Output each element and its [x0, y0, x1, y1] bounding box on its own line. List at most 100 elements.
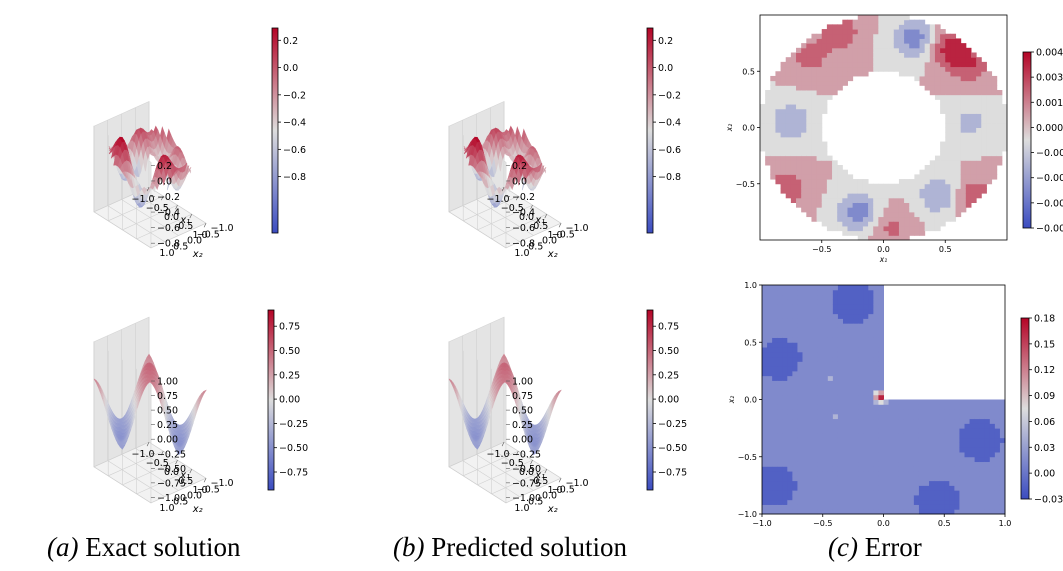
- contour-cell: [817, 475, 824, 482]
- contour-cell: [770, 94, 776, 100]
- contour-cell: [970, 160, 977, 166]
- contour-cell: [929, 480, 935, 486]
- contour-cell: [811, 169, 818, 175]
- contour-cell: [913, 404, 920, 410]
- contour-cell: [965, 57, 972, 63]
- contour-cell: [960, 193, 967, 199]
- colorbar-tick-label: 0.25: [658, 370, 679, 381]
- contour-cell: [924, 211, 931, 218]
- contour-cell: [796, 193, 802, 199]
- contour-cell: [918, 399, 925, 405]
- contour-cell: [782, 308, 788, 315]
- contour-cell: [883, 38, 890, 44]
- contour-cell: [837, 347, 844, 353]
- contour-cell: [801, 174, 807, 180]
- contour-cell: [903, 466, 910, 472]
- contour-cell: [767, 285, 773, 291]
- contour-cell: [817, 304, 824, 310]
- contour-cell: [883, 15, 890, 21]
- contour-cell: [817, 361, 824, 367]
- contour-cell: [842, 19, 848, 25]
- contour-cell: [842, 169, 848, 175]
- z-tick-label: −0.25: [157, 449, 186, 460]
- contour-cell: [898, 466, 905, 472]
- contour-cell: [816, 216, 823, 222]
- contour-cell: [806, 141, 812, 147]
- contour-cell: [816, 141, 823, 147]
- contour-cell: [811, 43, 818, 49]
- contour-cell: [929, 504, 935, 510]
- contour-cell: [929, 437, 935, 443]
- contour-cell: [832, 475, 839, 482]
- contour-cell: [909, 43, 915, 49]
- contour-cell: [893, 19, 900, 25]
- contour-cell: [777, 447, 783, 453]
- contour-cell: [945, 122, 951, 128]
- contour-cell: [858, 437, 864, 443]
- contour-cell: [765, 108, 771, 114]
- contour-cell: [853, 370, 859, 377]
- contour-cell: [853, 385, 859, 391]
- contour-cell: [944, 418, 950, 424]
- contour-cell: [908, 451, 915, 458]
- contour-cell: [843, 451, 849, 458]
- contour-cell: [868, 197, 874, 203]
- contour-cell: [780, 150, 787, 157]
- contour-cell: [950, 179, 957, 185]
- contour-cell: [827, 447, 834, 453]
- contour-cell: [787, 304, 793, 310]
- contour-cell: [908, 475, 915, 482]
- contour-cell: [775, 136, 782, 143]
- contour-cell: [848, 461, 854, 467]
- contour-cell: [832, 285, 839, 291]
- contour-cell: [807, 456, 814, 463]
- contour-cell: [797, 442, 803, 448]
- contour-cell: [986, 150, 993, 157]
- contour-cell: [785, 61, 792, 68]
- contour-cell: [842, 225, 848, 232]
- contour-cell: [893, 216, 900, 222]
- contour-cell: [816, 90, 823, 96]
- contour-cell: [812, 304, 819, 310]
- contour-cell: [807, 294, 814, 300]
- colorbar-tick-label: 0.25: [279, 370, 300, 381]
- contour-cell: [837, 447, 844, 453]
- contour-cell: [790, 90, 797, 96]
- contour-cell: [765, 113, 771, 119]
- contour-cell: [873, 337, 879, 343]
- contour-cell: [832, 442, 839, 448]
- contour-cell: [918, 471, 925, 477]
- contour-cell: [863, 499, 869, 505]
- contour-cell: [848, 471, 854, 477]
- contour-cell: [991, 99, 998, 105]
- contour-cell: [970, 141, 977, 147]
- contour-cell: [762, 323, 768, 329]
- contour-cell: [797, 475, 803, 482]
- contour-cell: [837, 323, 844, 329]
- contour-cell: [777, 437, 783, 443]
- contour-cell: [853, 361, 859, 367]
- contour-cell: [955, 43, 962, 49]
- contour-cell: [806, 90, 812, 96]
- contour-cell: [848, 394, 854, 400]
- contour-cell: [863, 447, 869, 453]
- contour-cell: [924, 47, 931, 53]
- contour-cell: [940, 146, 946, 152]
- contour-cell: [944, 480, 950, 486]
- contour-cell: [827, 509, 834, 515]
- contour-cell: [991, 132, 998, 138]
- contour-cell: [832, 216, 838, 222]
- contour-cell: [802, 456, 809, 463]
- contour-cell: [807, 385, 814, 391]
- contour-cell: [811, 104, 818, 110]
- contour-cell: [832, 380, 839, 386]
- contour-cell: [934, 75, 941, 82]
- contour-cell: [762, 370, 768, 377]
- contour-cell: [785, 85, 792, 91]
- contour-cell: [934, 413, 940, 420]
- contour-cell: [826, 211, 833, 218]
- contour-cell: [929, 179, 936, 185]
- contour-cell: [760, 141, 766, 147]
- y-tick-label: 1.0: [159, 503, 174, 514]
- contour-cell: [981, 183, 987, 189]
